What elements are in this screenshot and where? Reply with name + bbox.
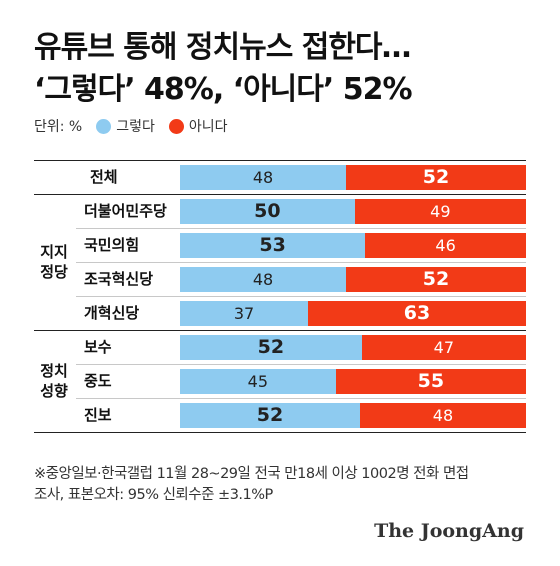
bar-value-yes: 48 [252, 269, 274, 289]
stacked-bar-chart: 전체 48 52 더불어민주당 50 49 국민의힘 53 46 조국혁신당 48 52 개혁신당 37 6… [34, 160, 526, 460]
unit-label: 단위: % [34, 119, 83, 135]
bar-value-yes: 52 [256, 404, 284, 426]
bar-yes: 48 [180, 266, 347, 292]
bar-value-yes: 53 [259, 234, 286, 256]
row-label: 진보 [84, 406, 112, 424]
bar-value-no: 49 [430, 201, 451, 221]
bar-no: 52 [346, 164, 526, 190]
bar-no: 49 [354, 198, 526, 224]
bar-no: 63 [308, 300, 526, 326]
row-divider [76, 364, 526, 365]
row-divider [76, 262, 526, 263]
legend: 단위: % 그렇다 아니다 [34, 115, 242, 137]
legend-label-no: 아니다 [188, 119, 228, 135]
row-divider [76, 398, 526, 399]
row-divider [76, 296, 526, 297]
bar-value-yes: 50 [254, 200, 281, 222]
bar-yes: 53 [180, 232, 366, 258]
bar-yes: 48 [180, 164, 347, 190]
bar-value-no: 48 [432, 405, 454, 425]
row-label: 개혁신당 [84, 304, 140, 322]
bar-yes: 50 [180, 198, 355, 224]
row-label: 보수 [84, 338, 112, 356]
group-label: 지지 정당 [40, 243, 68, 281]
bar-no: 46 [365, 232, 526, 258]
legend-swatch-no [168, 118, 184, 134]
footnote-line-2: 조사, 표본오차: 95% 신뢰수준 ±3.1%P [34, 487, 273, 503]
bar-no: 48 [359, 402, 526, 428]
group-label: 정치 성향 [40, 362, 68, 400]
bar-no: 55 [335, 368, 526, 394]
bar-no: 52 [346, 266, 526, 292]
footnote-line-1: ※중앙일보·한국갤럽 11월 28~29일 전국 만18세 이상 1002명 전… [34, 466, 469, 482]
bar-yes: 52 [180, 402, 360, 428]
footnote: ※중앙일보·한국갤럽 11월 28~29일 전국 만18세 이상 1002명 전… [34, 464, 544, 506]
bar-value-no: 63 [403, 302, 431, 324]
bar-value-no: 55 [417, 370, 445, 392]
legend-label-yes: 그렇다 [116, 119, 155, 135]
bar-value-yes: 45 [247, 371, 269, 391]
title-line-2: ‘그렇다’ 48%, ‘아니다’ 52% [34, 72, 413, 107]
legend-item-no: 아니다 [168, 116, 228, 136]
bar-value-no: 52 [422, 166, 450, 188]
row-label: 조국혁신당 [84, 270, 154, 288]
bar-yes: 45 [180, 368, 336, 394]
bar-no: 47 [361, 334, 526, 360]
row-label: 국민의힘 [84, 236, 140, 254]
group-divider [34, 160, 526, 161]
row-label: 더불어민주당 [84, 202, 167, 220]
bar-yes: 52 [180, 334, 362, 360]
bar-value-yes: 37 [233, 303, 255, 323]
bar-value-no: 52 [422, 268, 450, 290]
row-label: 중도 [84, 372, 112, 390]
title-line-1: 유튜브 통해 정치뉴스 접한다… [34, 30, 412, 65]
chart-title: 유튜브 통해 정치뉴스 접한다… ‘그렇다’ 48%, ‘아니다’ 52% [34, 27, 534, 111]
group-divider [34, 330, 526, 331]
bar-value-no: 47 [433, 337, 455, 357]
bar-yes: 37 [180, 300, 309, 326]
bar-value-no: 46 [435, 235, 456, 255]
legend-item-yes: 그렇다 [96, 116, 155, 136]
legend-swatch-yes [96, 118, 112, 134]
bar-value-yes: 52 [257, 336, 285, 358]
group-divider [34, 432, 526, 433]
group-divider [34, 194, 526, 195]
publisher-logo: The JoongAng [374, 520, 524, 542]
row-label: 전체 [90, 168, 118, 186]
bar-value-yes: 48 [252, 167, 274, 187]
row-divider [76, 228, 526, 229]
